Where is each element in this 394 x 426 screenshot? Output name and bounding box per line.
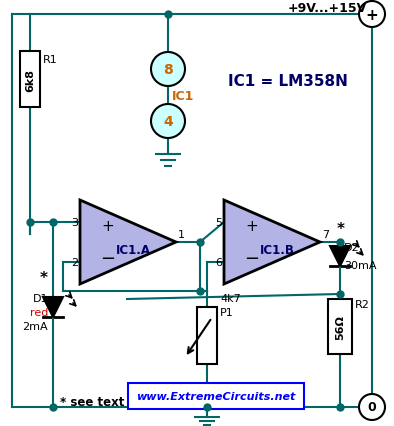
- Text: P1: P1: [220, 307, 234, 317]
- Text: 0: 0: [368, 400, 376, 414]
- Text: 2: 2: [71, 257, 78, 268]
- Bar: [20, 52, 40, 108]
- Text: 8: 8: [163, 63, 173, 77]
- Text: −: −: [244, 249, 260, 268]
- Circle shape: [151, 53, 185, 87]
- Circle shape: [359, 2, 385, 28]
- Polygon shape: [80, 201, 176, 284]
- Text: +9V...+15V: +9V...+15V: [288, 2, 367, 15]
- Bar: [328, 299, 352, 354]
- Bar: [197, 307, 217, 364]
- Text: 5: 5: [215, 218, 222, 227]
- Text: *: *: [40, 271, 48, 285]
- Text: −: −: [100, 249, 115, 268]
- Text: D2: D2: [344, 242, 360, 253]
- Text: 4: 4: [163, 115, 173, 129]
- Polygon shape: [224, 201, 320, 284]
- Text: IC1.B: IC1.B: [260, 244, 294, 257]
- Text: R2: R2: [355, 299, 370, 309]
- Polygon shape: [330, 246, 350, 266]
- Text: 1: 1: [178, 230, 185, 239]
- Circle shape: [359, 394, 385, 420]
- FancyBboxPatch shape: [128, 383, 304, 409]
- Text: 6k8: 6k8: [25, 68, 35, 91]
- Text: 6: 6: [215, 257, 222, 268]
- Text: 56Ω: 56Ω: [335, 314, 345, 339]
- Polygon shape: [43, 297, 63, 317]
- Text: red: red: [30, 307, 48, 317]
- Text: +: +: [102, 219, 114, 234]
- Text: 7: 7: [322, 230, 329, 239]
- Text: D1: D1: [32, 294, 48, 303]
- Circle shape: [151, 105, 185, 139]
- Text: *: *: [337, 222, 345, 236]
- Text: +: +: [245, 219, 258, 234]
- Text: R1: R1: [43, 55, 58, 65]
- Text: IC1 = LM358N: IC1 = LM358N: [228, 74, 348, 89]
- Text: 4k7: 4k7: [220, 294, 241, 303]
- Text: IC1.A: IC1.A: [115, 244, 151, 257]
- Text: +: +: [366, 8, 378, 23]
- Text: 3: 3: [71, 218, 78, 227]
- Text: * see text: * see text: [60, 396, 125, 409]
- Text: www.ExtremeCircuits.net: www.ExtremeCircuits.net: [136, 391, 296, 401]
- Text: IC1: IC1: [172, 90, 194, 103]
- Text: 30mA: 30mA: [344, 260, 377, 271]
- Text: 2mA: 2mA: [22, 321, 48, 331]
